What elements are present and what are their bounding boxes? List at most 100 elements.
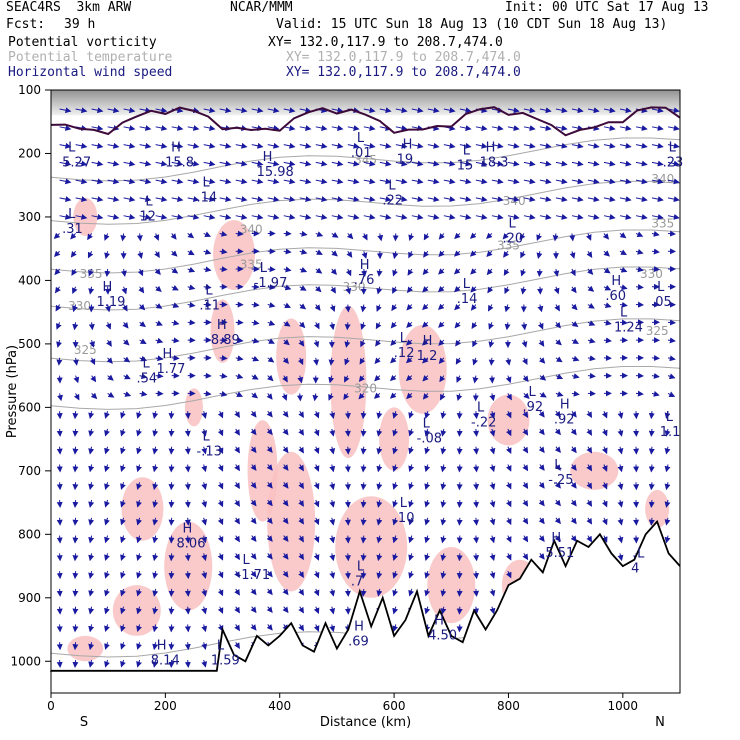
wind-vector bbox=[89, 357, 96, 366]
wind-vector bbox=[459, 142, 472, 149]
wind-vector bbox=[88, 624, 95, 633]
wind-vector bbox=[267, 142, 280, 149]
wind-vector bbox=[459, 125, 472, 131]
wind-vector bbox=[554, 428, 561, 436]
wind-vector bbox=[219, 107, 232, 114]
wind-vector bbox=[427, 213, 440, 220]
wind-vector bbox=[72, 428, 79, 437]
wind-vector bbox=[107, 196, 120, 203]
wind-vector bbox=[315, 142, 328, 149]
wind-vector bbox=[298, 428, 304, 436]
wind-vector bbox=[344, 428, 351, 437]
wind-vector bbox=[72, 464, 79, 473]
wind-vector bbox=[313, 517, 320, 526]
wind-vector bbox=[472, 375, 479, 384]
wind-vector bbox=[282, 357, 289, 364]
wind-vector bbox=[571, 196, 584, 203]
wind-vector bbox=[424, 482, 431, 490]
wind-vector bbox=[523, 392, 530, 399]
x-axis-label: Distance (km) bbox=[320, 715, 411, 730]
wind-vector bbox=[251, 160, 264, 167]
wind-vector bbox=[363, 213, 376, 220]
wind-vector bbox=[313, 357, 320, 366]
wind-vector bbox=[139, 160, 152, 167]
wind-vector bbox=[88, 322, 95, 331]
wind-vector bbox=[554, 499, 561, 507]
wind-vector bbox=[282, 535, 289, 543]
wind-vector bbox=[283, 320, 291, 327]
wind-vector bbox=[473, 499, 480, 508]
wind-vector bbox=[104, 624, 110, 633]
wind-vector bbox=[473, 553, 480, 562]
wind-vector bbox=[250, 570, 257, 578]
wind-vector bbox=[344, 304, 351, 313]
wind-vector bbox=[440, 428, 447, 437]
wind-vector bbox=[488, 304, 494, 312]
wind-vector bbox=[507, 160, 520, 167]
wind-vector bbox=[360, 428, 367, 437]
wind-vector bbox=[299, 160, 312, 167]
wind-vector bbox=[88, 428, 95, 437]
wind-vector bbox=[344, 535, 351, 544]
wind-vector bbox=[554, 321, 561, 329]
wind-vector bbox=[522, 553, 529, 561]
high-low-value: .54 bbox=[136, 371, 157, 386]
wind-vector bbox=[603, 107, 616, 114]
wind-vector bbox=[331, 178, 344, 185]
wind-vector bbox=[155, 125, 168, 131]
high-low-label-layer: H1.19L.54H1.77L12L.11H8.89L-1.97H.76L.12… bbox=[62, 131, 683, 669]
wind-vector bbox=[437, 303, 445, 310]
wind-vector bbox=[522, 357, 528, 365]
wind-vector bbox=[234, 428, 240, 436]
wind-vector bbox=[266, 553, 273, 560]
wind-vector bbox=[282, 499, 289, 507]
wind-vector bbox=[489, 588, 496, 597]
wind-vector bbox=[297, 357, 304, 366]
wind-vector bbox=[438, 250, 445, 258]
plot-frame bbox=[50, 89, 681, 694]
north-endpoint-label: N bbox=[655, 715, 665, 730]
wind-vector bbox=[571, 390, 580, 397]
wind-vector bbox=[313, 606, 320, 615]
wind-vector bbox=[455, 357, 462, 365]
wind-vector bbox=[651, 160, 664, 167]
wind-vector bbox=[505, 410, 512, 419]
high-low-letter: L bbox=[669, 140, 677, 155]
wind-vector bbox=[392, 464, 399, 473]
wind-vector bbox=[537, 322, 544, 330]
wind-vector bbox=[345, 268, 352, 277]
high-low-value: .92 bbox=[522, 400, 543, 415]
wind-vector bbox=[234, 410, 240, 418]
wind-vector bbox=[489, 375, 496, 384]
wind-vector bbox=[503, 268, 510, 276]
wind-vector bbox=[152, 464, 159, 473]
wind-vector bbox=[360, 464, 367, 473]
high-low-value: 8.89 bbox=[211, 333, 240, 348]
wind-vector bbox=[473, 464, 480, 473]
wind-vector bbox=[59, 125, 72, 131]
wind-vector bbox=[123, 125, 136, 131]
high-low-value: 15 bbox=[457, 159, 474, 174]
wind-vector bbox=[313, 482, 320, 490]
wind-vector bbox=[538, 499, 545, 507]
pv-shade-blob bbox=[184, 388, 203, 427]
wind-vector bbox=[344, 411, 351, 420]
wind-vector bbox=[331, 196, 344, 203]
x-tick-label: 600 bbox=[383, 699, 406, 713]
high-low-letter: H bbox=[102, 280, 112, 295]
wind-vector bbox=[56, 517, 63, 526]
wind-vector bbox=[250, 410, 257, 418]
wind-vector bbox=[136, 659, 142, 668]
wind-vector bbox=[635, 178, 648, 185]
wind-vector bbox=[329, 482, 336, 491]
wind-vector bbox=[297, 375, 304, 384]
wind-vector bbox=[201, 553, 208, 562]
wind-vector bbox=[363, 142, 376, 149]
y-axis-label: Pressure (hPa) bbox=[5, 345, 20, 438]
wind-vector bbox=[361, 251, 368, 259]
wind-vector bbox=[570, 410, 577, 418]
wind-vector bbox=[361, 268, 368, 277]
wind-vector bbox=[73, 393, 80, 401]
wind-vector bbox=[571, 178, 584, 185]
wind-vector bbox=[601, 410, 608, 419]
